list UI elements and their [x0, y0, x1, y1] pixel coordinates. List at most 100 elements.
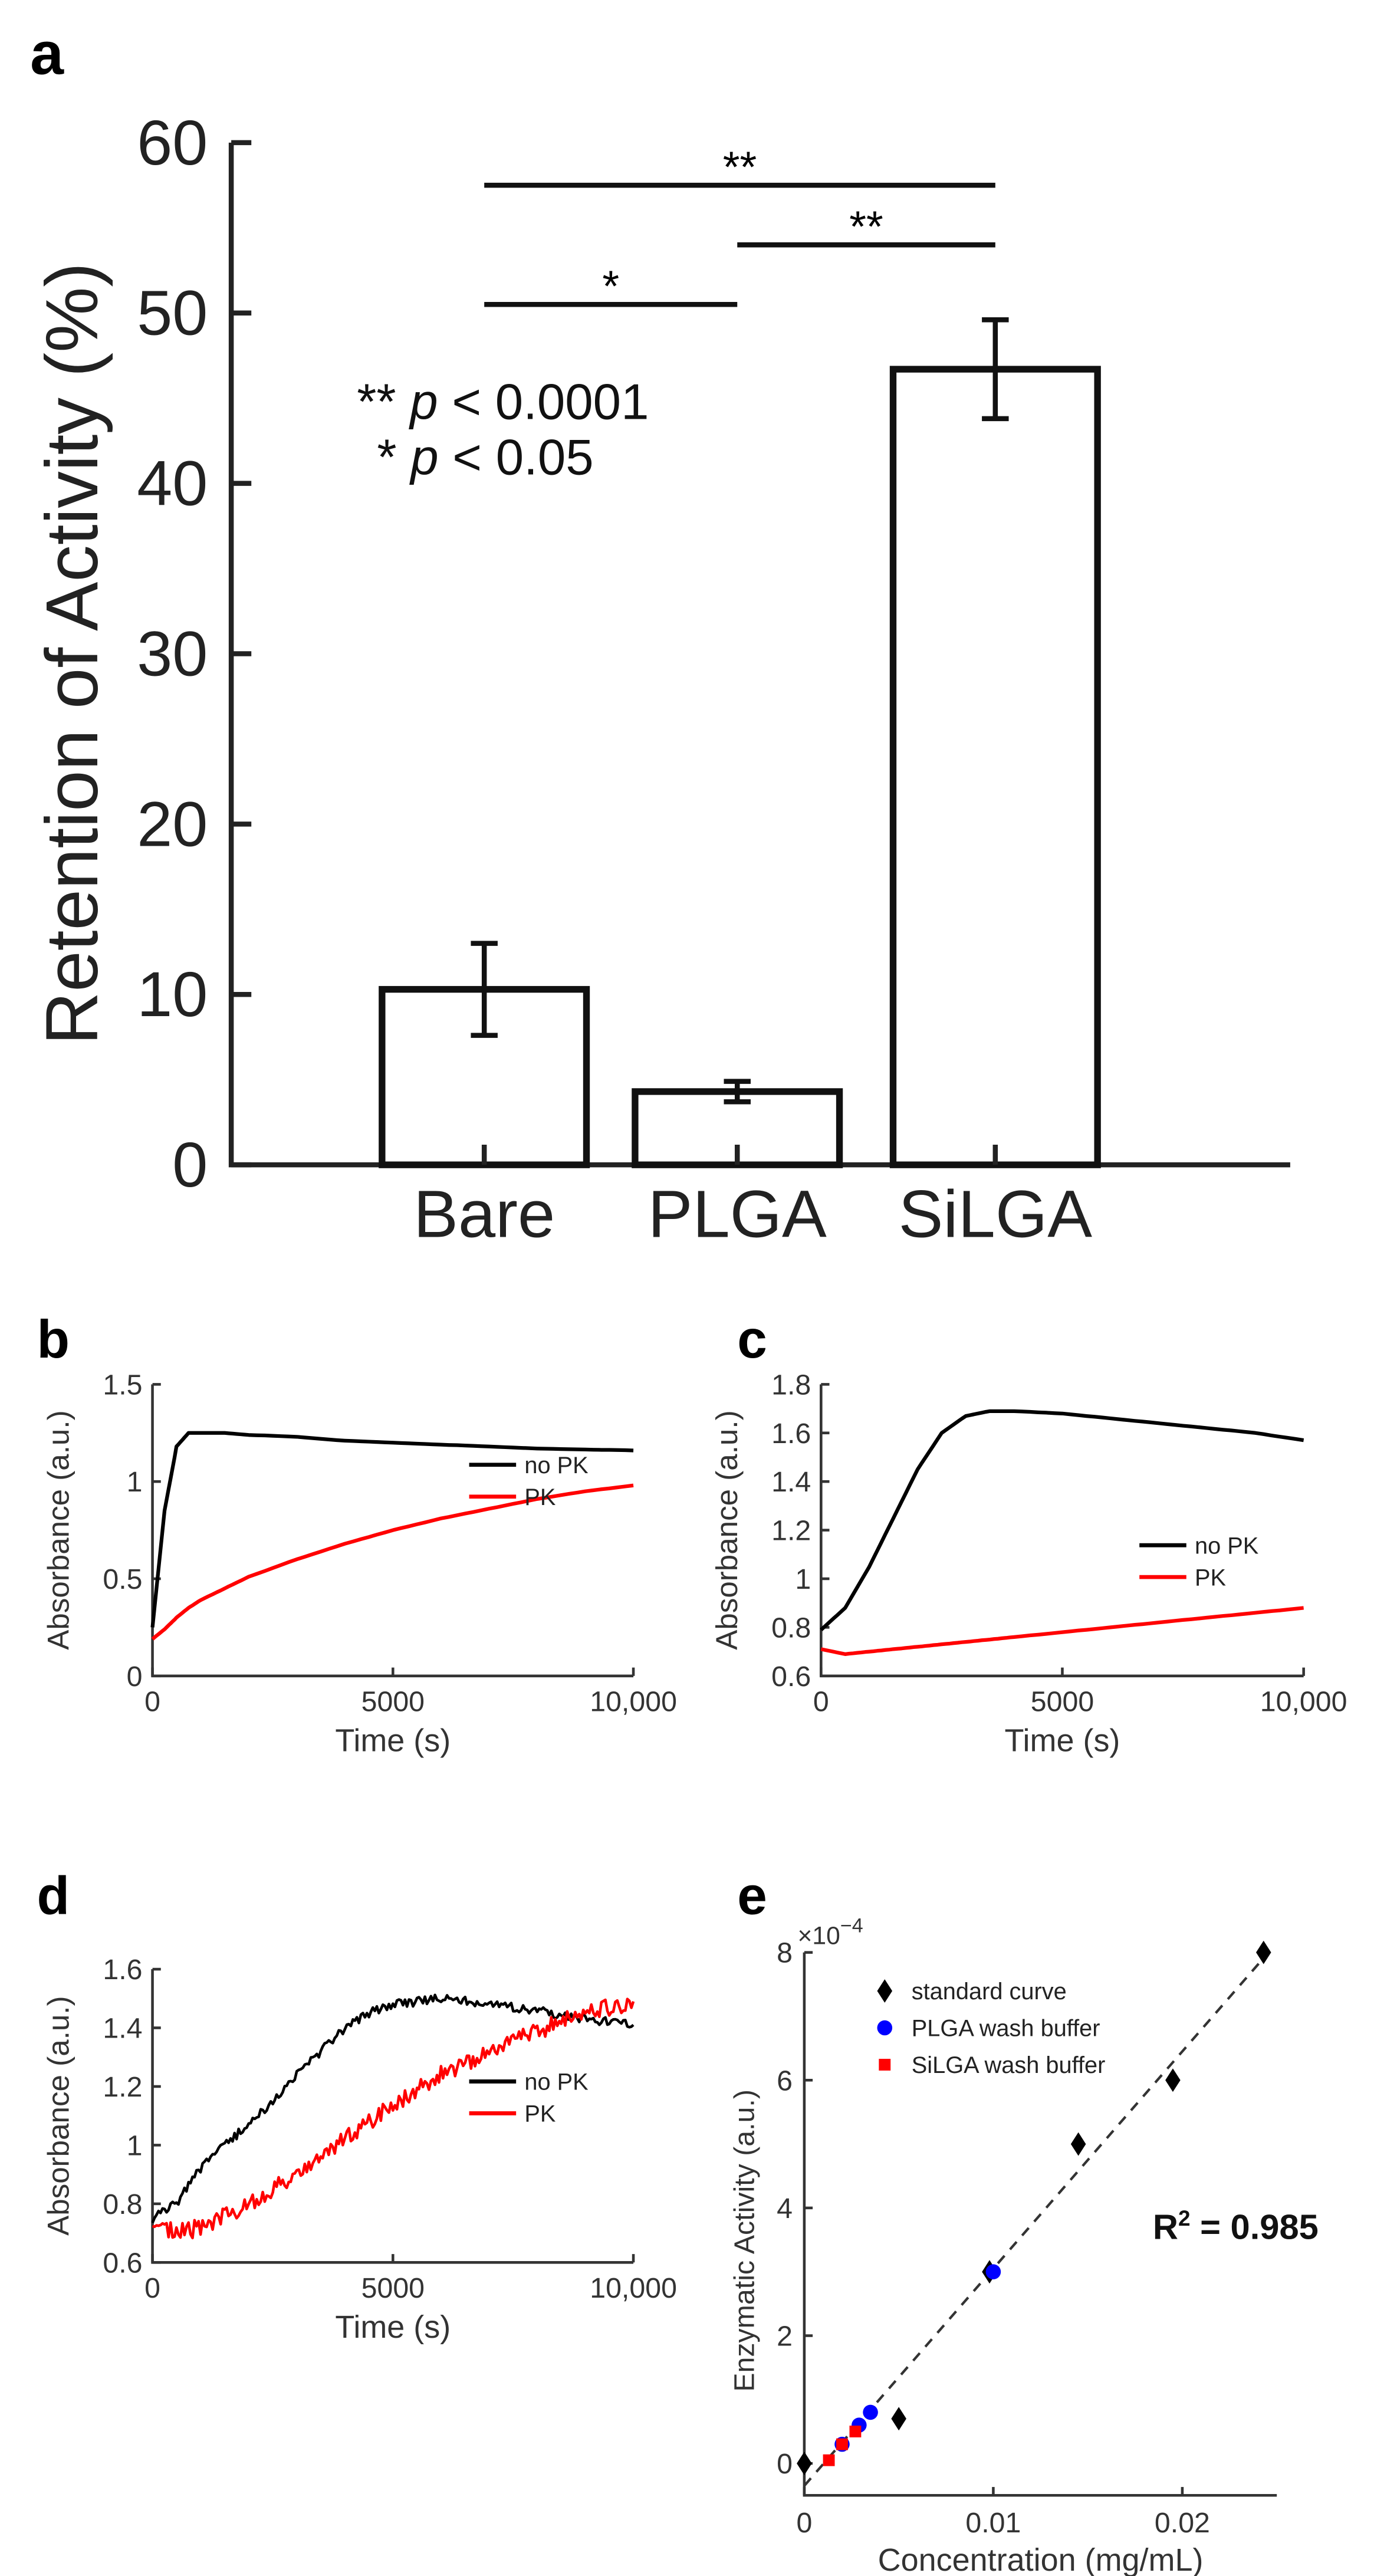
y-axis-label: Retention of Activity (%): [31, 262, 113, 1045]
y-axis-label: Absorbance (a.u.): [42, 1410, 75, 1650]
x-tick-label: SiLGA: [899, 1177, 1093, 1251]
y-tick-label: 0: [777, 2448, 793, 2480]
data-point-diamond: [1255, 1940, 1271, 1964]
y-tick-label: 1: [127, 1466, 143, 1498]
data-point-square: [836, 2438, 848, 2450]
series-line-pk: [820, 1606, 1304, 1656]
x-axis-label: Time (s): [1005, 1723, 1120, 1759]
y-tick-label: 40: [137, 448, 208, 519]
panel-d-line-chart: 0.6 0.8 1 1.2 1.4 1.6 0 5000 10,000 Time (s) Absor…: [42, 1954, 677, 2345]
y-tick-label: 0.6: [103, 2247, 142, 2279]
y-tick-label: 1.6: [103, 1954, 142, 1986]
data-point-circle: [985, 2264, 1001, 2279]
error-bar: [471, 941, 498, 1038]
x-tick-label: 0.02: [1155, 2507, 1210, 2539]
y-tick-label: 1.2: [103, 2071, 142, 2103]
data-point-diamond: [891, 2407, 906, 2431]
y-tick-label: 60: [137, 107, 208, 178]
x-tick-label: PLGA: [648, 1177, 827, 1251]
panel-label-a: a: [30, 19, 64, 87]
x-tick-label: 0: [144, 2272, 160, 2304]
y-tick-label: 1.2: [771, 1515, 811, 1547]
y-tick-label: 0.8: [771, 1612, 811, 1644]
fit-line: [803, 1953, 1268, 2487]
x-axis-label: Concentration (mg/mL): [878, 2542, 1204, 2576]
series-line-no-pk: [150, 1431, 634, 1628]
error-bar: [982, 317, 1009, 422]
bar-silga: [889, 366, 1101, 1168]
data-point-circle: [863, 2404, 878, 2420]
legend-label: SiLGA wash buffer: [912, 2052, 1106, 2078]
data-point-diamond: [1070, 2132, 1086, 2156]
x-axis-label: Time (s): [335, 1723, 451, 1759]
legend-label: no PK: [524, 1453, 589, 1478]
legend-label: no PK: [524, 2069, 589, 2095]
p-value-note: ** p < 0.0001: [357, 374, 649, 431]
significance-stars: **: [849, 202, 883, 251]
x-tick-label: 0: [144, 1685, 160, 1717]
panel-label-e: e: [737, 1866, 767, 1926]
significance-stars: **: [723, 142, 757, 191]
legend-label: PK: [524, 1484, 556, 1510]
x-tick-label: 10,000: [1260, 1685, 1347, 1717]
legend-label: no PK: [1195, 1533, 1259, 1559]
x-axis-label: Time (s): [335, 2309, 451, 2345]
x-tick-label: 0.01: [965, 2507, 1021, 2539]
series-line-no-pk: [820, 1409, 1304, 1631]
y-axis-label: Enzymatic Activity (a.u.): [729, 2089, 761, 2392]
data-point-diamond: [797, 2452, 812, 2476]
legend-label: standard curve: [912, 1979, 1067, 2005]
y-tick-label: 0.5: [103, 1563, 142, 1595]
y-tick-label: 20: [137, 788, 208, 859]
y-tick-label: 0: [127, 1661, 143, 1693]
legend-label: PK: [1195, 1565, 1227, 1591]
y-tick-label: 6: [777, 2065, 793, 2097]
r-squared-annotation: R2 = 0.985: [1153, 2206, 1319, 2247]
x-tick-label: 10,000: [590, 2272, 677, 2304]
legend-marker: [877, 1979, 893, 2003]
series-line-no-pk: [151, 1993, 635, 2224]
y-tick-label: 1.4: [103, 2013, 142, 2045]
x-tick-label: 5000: [361, 2272, 425, 2304]
y-tick-label: 1.5: [103, 1369, 142, 1401]
y-tick-label: 10: [137, 958, 208, 1030]
y-tick-label: 30: [137, 617, 208, 689]
data-point-diamond: [1165, 2068, 1181, 2092]
panel-label-d: d: [37, 1866, 70, 1926]
y-tick-label: 0.8: [103, 2189, 142, 2220]
y-tick-label: 0.6: [771, 1661, 811, 1693]
legend-marker: [879, 2059, 891, 2071]
error-bar: [724, 1079, 751, 1105]
legend-label: PLGA wash buffer: [912, 2016, 1100, 2042]
legend-marker: [877, 2020, 893, 2036]
y-tick-label: 4: [777, 2193, 793, 2225]
y-tick-label: 1.8: [771, 1369, 811, 1401]
series-line-pk: [152, 1997, 635, 2240]
y-tick-label: 8: [777, 1937, 793, 1969]
y-axis-label: Absorbance (a.u.): [42, 1996, 75, 2235]
y-tick-label: 1.4: [771, 1466, 811, 1498]
panel-b-line-chart: 0 0.5 1 1.5 0 5000 10,000 Time (s) Absorbance (a…: [42, 1369, 677, 1758]
x-tick-label: 10,000: [590, 1685, 677, 1717]
axis-lines: [151, 1969, 634, 2264]
y-tick-label: 1: [795, 1563, 811, 1595]
x-tick-label: 5000: [361, 1685, 425, 1717]
y-tick-label: 2: [777, 2321, 793, 2352]
y-tick-label: 1: [127, 2130, 143, 2161]
y-tick-label: 0: [172, 1129, 208, 1200]
panel-c-line-chart: 0.6 0.8 1 1.2 1.4 1.6 1.8 0 5000 10,000 Time (s) Ab…: [710, 1369, 1347, 1758]
p-value-note: * p < 0.05: [377, 429, 593, 485]
data-point-square: [823, 2454, 835, 2466]
x-tick-label: 5000: [1031, 1685, 1094, 1717]
y-tick-label: 1.6: [771, 1418, 811, 1450]
legend-label: PK: [524, 2101, 556, 2127]
x-tick-label: 0: [796, 2507, 812, 2539]
panel-label-b: b: [37, 1310, 70, 1369]
y-axis-label: Absorbance (a.u.): [710, 1410, 744, 1650]
y-tick-label: 50: [137, 277, 208, 349]
x-tick-label: 0: [813, 1685, 829, 1717]
panel-label-c: c: [737, 1310, 767, 1369]
data-point-square: [849, 2426, 862, 2437]
